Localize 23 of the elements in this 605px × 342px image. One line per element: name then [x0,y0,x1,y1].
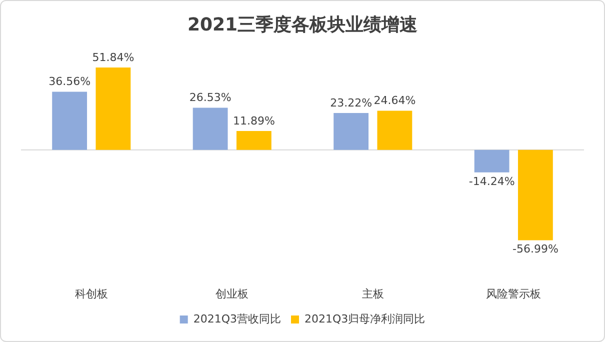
data-label: 51.84% [92,50,134,64]
bar [334,112,369,150]
x-tick-label: 创业板 [216,287,249,300]
data-label: -56.99% [512,242,558,256]
bar [474,150,510,172]
data-label: 36.56% [48,75,91,88]
chart-title: 2021三季度各板块业绩增速 [187,14,418,36]
data-label: 23.22% [330,96,372,110]
bar [236,130,272,150]
legend-label: 2021Q3归母净利润同比 [304,312,426,326]
bar [192,108,228,150]
legend-label: 2021Q3营收同比 [193,312,282,326]
bar [518,150,553,240]
bar [96,68,131,150]
data-label: -14.24% [468,174,515,188]
x-tick-label: 主板 [362,287,384,300]
x-tick-label: 科创板 [74,287,108,300]
bar [377,110,412,150]
x-tick-label: 风险警示板 [486,287,542,300]
data-label: 24.64% [374,94,416,108]
data-label: 26.53% [189,91,232,104]
data-label: 11.89% [232,114,275,128]
bar [52,92,88,150]
